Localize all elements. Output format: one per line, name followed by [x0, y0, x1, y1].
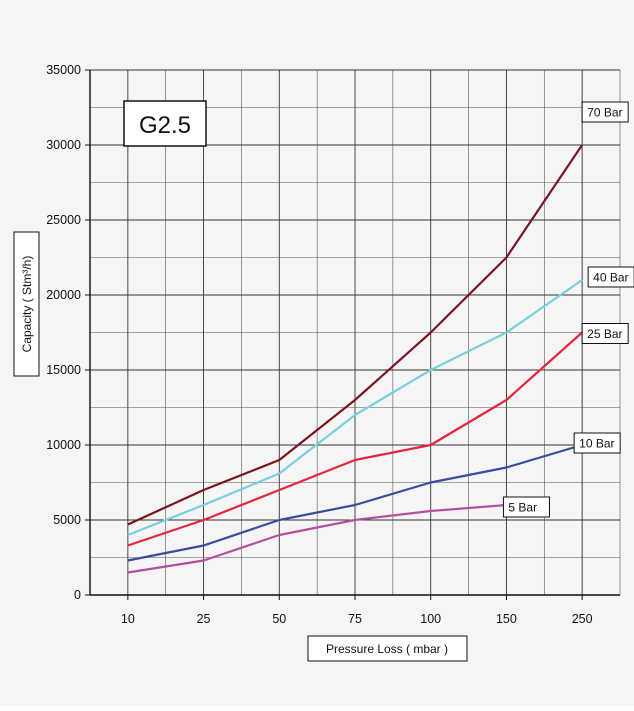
series-label-5-bar: 5 Bar: [503, 497, 549, 517]
y-tick-label: 15000: [46, 363, 81, 377]
x-axis-label: Pressure Loss ( mbar ): [326, 642, 448, 656]
x-tick-label: 250: [572, 612, 593, 626]
chart-title: G2.5: [139, 112, 191, 139]
series-label-text: 40 Bar: [593, 271, 628, 285]
x-tick-label: 100: [420, 612, 441, 626]
y-tick-label: 35000: [46, 63, 81, 77]
x-tick-label: 10: [121, 612, 135, 626]
y-tick-label: 25000: [46, 213, 81, 227]
axes: 0 5000 10000 15000 20000 25000 30000 35000 10 25 5…: [46, 63, 620, 626]
y-tick-label: 0: [74, 588, 81, 602]
y-axis-label-box: Capacity ( Stm³/h): [14, 232, 39, 376]
y-tick-label: 20000: [46, 288, 81, 302]
x-tick-label: 25: [197, 612, 211, 626]
x-axis-label-box: Pressure Loss ( mbar ): [308, 636, 467, 661]
x-tick-label: 75: [348, 612, 362, 626]
series-label-10-bar: 10 Bar: [574, 433, 620, 453]
y-tick-label: 5000: [53, 513, 81, 527]
series-label-text: 5 Bar: [508, 501, 537, 515]
series-label-text: 25 Bar: [587, 327, 622, 341]
series-label-text: 70 Bar: [587, 106, 622, 120]
y-axis-label: Capacity ( Stm³/h): [20, 256, 34, 353]
x-tick-label: 50: [272, 612, 286, 626]
x-tick-label: 150: [496, 612, 517, 626]
y-tick-label: 30000: [46, 138, 81, 152]
series-label-25-bar: 25 Bar: [582, 324, 628, 344]
title-box: G2.5: [124, 101, 206, 146]
series-label-70-bar: 70 Bar: [582, 102, 628, 122]
series-label-text: 10 Bar: [579, 437, 614, 451]
y-tick-label: 10000: [46, 438, 81, 452]
series-label-40-bar: 40 Bar: [588, 267, 634, 287]
